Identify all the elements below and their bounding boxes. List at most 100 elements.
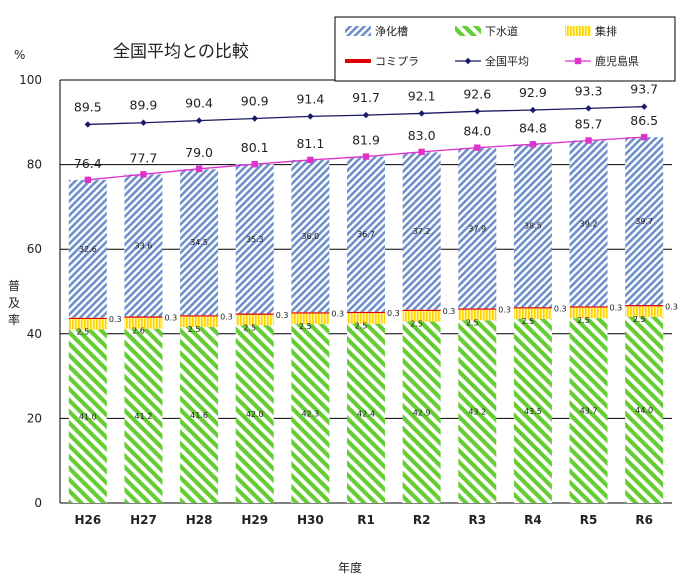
national-label: 92.6 <box>463 86 491 101</box>
national-point <box>362 111 370 119</box>
bar-shuhai <box>124 317 163 329</box>
bar-labels: 41.0 2.5 0.3 32.6 41.2 2.6 0.3 33.6 41.6 2.5 0.3 34… <box>76 217 677 421</box>
y-axis-ticks: 0 20 40 60 80 100 <box>19 73 42 510</box>
y-tick-label: 80 <box>27 158 42 172</box>
national-label: 91.4 <box>296 91 324 106</box>
bar-shuhai <box>291 313 330 325</box>
label-komipura: 0.3 <box>498 306 511 315</box>
bar-gesuido <box>402 321 441 503</box>
bar-komipura <box>68 317 107 319</box>
kagoshima-point <box>418 148 425 156</box>
line-labels: 89.5 89.9 90.4 90.9 91.4 91.7 92.1 92.6 92.9 93.3… <box>74 82 658 171</box>
x-tick-label: R2 <box>413 513 431 527</box>
legend-gesuido: 下水道 <box>455 24 518 38</box>
legend-box <box>334 16 676 82</box>
label-shuhai: 2.5 <box>522 317 535 326</box>
x-tick-label: R5 <box>580 513 598 527</box>
legend-shuhai: 集排 <box>565 24 617 38</box>
label-johkaso: 36.0 <box>301 232 319 241</box>
bar-gesuido <box>625 316 664 503</box>
bar-shuhai <box>625 306 664 317</box>
kagoshima-point <box>140 171 147 178</box>
legend-gesuido-label: 下水道 <box>485 24 518 38</box>
kagoshima-point <box>195 165 203 173</box>
label-gesuido: 42.9 <box>413 408 431 417</box>
kagoshima-label: 81.1 <box>296 136 324 151</box>
national-label: 91.7 <box>352 90 380 105</box>
bar-gesuido <box>347 323 385 503</box>
label-komipura: 0.3 <box>665 302 678 311</box>
bar-johkaso <box>569 140 608 307</box>
bar-shuhai <box>235 314 274 326</box>
label-shuhai: 2.5 <box>633 315 646 324</box>
y-axis-label: 普及率 <box>8 279 20 327</box>
x-tick-label: H29 <box>241 513 268 527</box>
label-komipura: 0.3 <box>387 309 400 318</box>
kagoshima-label: 84.8 <box>519 120 547 135</box>
kagoshima-label: 85.7 <box>575 116 603 131</box>
label-gesuido: 44.0 <box>635 406 653 415</box>
legend-national-label: 全国平均 <box>485 54 529 68</box>
kagoshima-label: 83.0 <box>408 128 436 143</box>
legend-national: 全国平均 <box>455 54 529 68</box>
kagoshima-label: 84.0 <box>463 124 491 139</box>
legend-kagoshima-label: 鹿児島県 <box>595 54 639 68</box>
bar-komipura <box>458 308 497 310</box>
label-johkaso: 32.6 <box>79 245 97 254</box>
national-point <box>84 121 92 128</box>
label-komipura: 0.3 <box>164 314 177 323</box>
national-point <box>474 108 481 115</box>
national-label: 93.3 <box>575 83 603 98</box>
national-point <box>585 105 592 112</box>
kagoshima-label: 80.1 <box>241 140 269 155</box>
label-gesuido: 42.0 <box>246 410 264 419</box>
label-gesuido: 43.5 <box>524 407 542 416</box>
kagoshima-point <box>640 133 648 141</box>
y-tick-label: 100 <box>19 73 42 87</box>
lines <box>84 103 648 184</box>
bar-gesuido <box>180 327 219 503</box>
bar-komipura <box>124 316 163 318</box>
bar-johkaso <box>458 148 497 309</box>
label-gesuido: 43.7 <box>580 407 598 416</box>
label-johkaso: 39.7 <box>635 217 653 226</box>
bar-gesuido <box>291 324 330 503</box>
label-gesuido: 42.3 <box>301 410 319 419</box>
label-shuhai: 2.5 <box>355 322 368 331</box>
kagoshima-point <box>307 156 314 164</box>
label-komipura: 0.3 <box>443 307 456 316</box>
bar-komipura <box>513 307 552 309</box>
kagoshima-label: 76.4 <box>74 156 102 171</box>
national-label: 92.9 <box>519 85 547 100</box>
bar-johkaso <box>180 169 219 316</box>
label-komipura: 0.3 <box>109 315 122 324</box>
label-komipura: 0.3 <box>554 304 567 313</box>
bar-komipura <box>569 306 608 308</box>
label-johkaso: 36.7 <box>357 230 375 239</box>
label-johkaso: 35.3 <box>246 235 264 244</box>
y-axis-label-text: 普及率 <box>8 279 20 327</box>
kagoshima-label: 77.7 <box>130 150 158 165</box>
bar-gesuido <box>124 328 163 503</box>
national-point <box>140 119 147 126</box>
bar-komipura <box>291 312 330 314</box>
kagoshima-point <box>474 144 481 151</box>
label-gesuido: 41.2 <box>135 412 153 421</box>
bar-shuhai <box>402 310 441 322</box>
kagoshima-label: 86.5 <box>630 113 658 128</box>
national-point <box>251 115 258 122</box>
bar-gesuido <box>458 320 497 503</box>
kagoshima-point <box>84 176 92 184</box>
bar-shuhai <box>458 309 497 321</box>
x-tick-label: H30 <box>297 513 324 527</box>
bar-johkaso <box>402 152 441 310</box>
label-shuhai: 2.6 <box>132 327 145 336</box>
legend-komipura-label: コミプラ <box>375 55 419 68</box>
x-axis-label: 年度 <box>338 560 362 575</box>
x-axis-ticks: H26 H27 H28 H29 H30 R1 R2 R3 R4 R5 R6 <box>74 513 653 527</box>
chart-title: 全国平均との比較 <box>113 42 249 62</box>
bar-johkaso <box>124 174 163 317</box>
label-shuhai: 2.5 <box>188 325 201 334</box>
bar-shuhai <box>347 313 385 324</box>
